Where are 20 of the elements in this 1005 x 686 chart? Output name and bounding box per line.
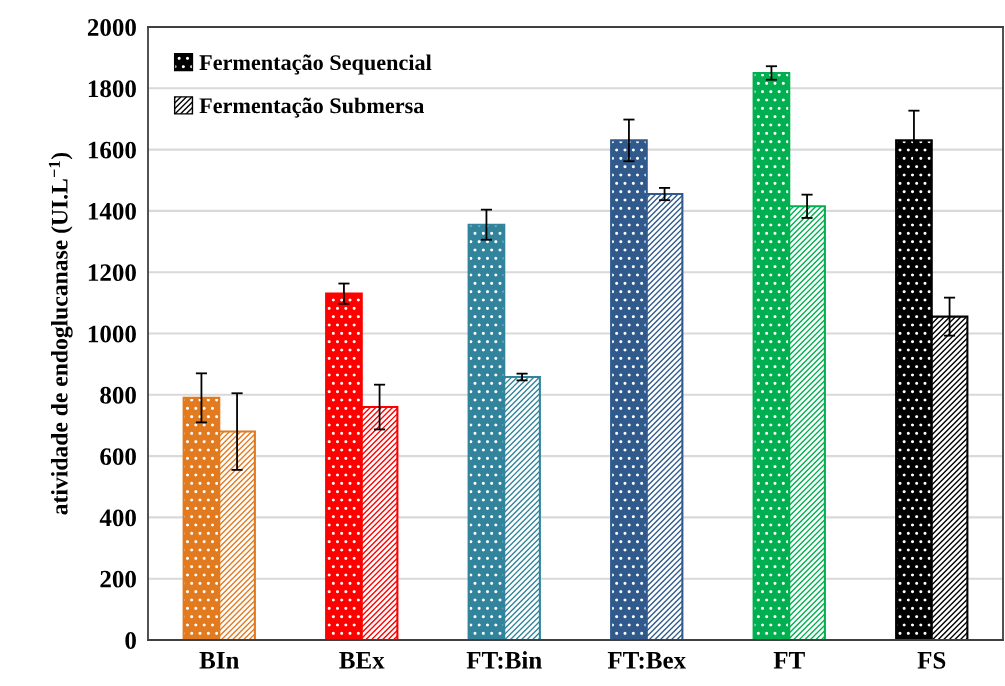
legend-label: Fermentação Submersa [199,97,425,118]
y-tick-label: 200 [100,570,136,588]
y-tick-label: 0 [125,632,136,649]
y-tick-label: 400 [99,509,136,527]
y-tick-label: 2000 [87,19,136,36]
x-tick-label: FS [917,651,946,669]
x-tick-label: FT:Bex [607,652,686,669]
y-tick-label: 1000 [88,325,136,343]
x-tick-label: BIn [199,652,240,669]
y-axis-title: atividade de endoglucanase (UI.L$^{−1}$) [48,152,73,515]
x-tick-label: FT [773,652,805,669]
y-tick-label: 1800 [88,80,136,98]
x-tick-label: BEx [339,652,385,669]
y-tick-label: 1400 [88,202,136,220]
y-tick-label: 600 [100,448,136,466]
y-tick-label: 1200 [88,264,136,282]
y-tick-label: 800 [100,386,136,404]
x-tick-label: FT:Bin [466,651,542,669]
y-tick-label: 1600 [88,141,136,159]
legend-label: Fermentação Sequencial [199,54,432,75]
